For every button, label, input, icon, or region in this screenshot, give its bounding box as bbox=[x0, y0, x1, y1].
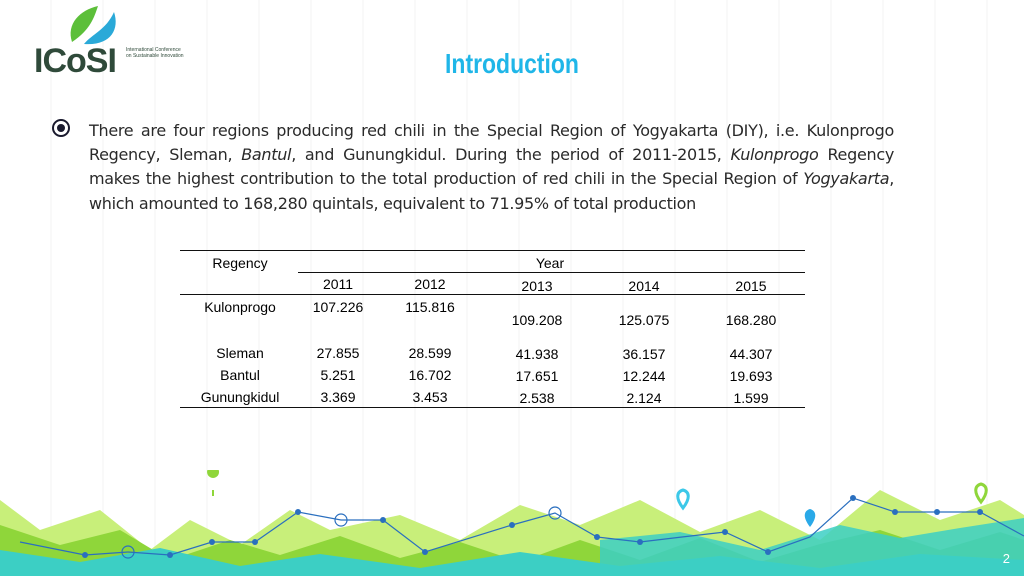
table-cell: 2.124 bbox=[626, 390, 662, 406]
table-top-rule bbox=[180, 250, 805, 251]
icosi-logo: ICoSI International Conference on Sustai… bbox=[34, 4, 184, 84]
paragraph-text-4: , which amounted to 168,280 quintals, eq… bbox=[89, 169, 894, 213]
intro-paragraph: There are four regions producing red chi… bbox=[89, 119, 894, 216]
table-row-regency: Sleman bbox=[216, 345, 264, 361]
decorative-footer bbox=[0, 470, 1024, 576]
header-year: Year bbox=[535, 255, 565, 271]
table-row-regency: Kulonprogo bbox=[204, 299, 276, 315]
paragraph-text-2: , and Gunungkidul. During the period of … bbox=[291, 145, 731, 165]
table-cell: 44.307 bbox=[729, 346, 773, 362]
table-cell: 3.453 bbox=[412, 389, 448, 405]
table-cell: 27.855 bbox=[316, 345, 360, 361]
year-2013: 2013 bbox=[521, 278, 553, 294]
paragraph-italic-yogyakarta: Yogyakarta bbox=[803, 169, 890, 189]
table-cell: 125.075 bbox=[618, 312, 670, 328]
paragraph-italic-kulonprogo: Kulonprogo bbox=[730, 145, 819, 165]
table-cell: 115.816 bbox=[405, 299, 455, 315]
bullet-icon bbox=[52, 119, 70, 137]
page-title: Introduction bbox=[445, 48, 579, 79]
table-cell: 2.538 bbox=[519, 390, 555, 406]
table-cell: 12.244 bbox=[622, 368, 666, 384]
year-2014: 2014 bbox=[628, 278, 660, 294]
table-cell: 168.280 bbox=[725, 312, 777, 328]
page-number: 2 bbox=[1002, 551, 1010, 566]
table-cell: 36.157 bbox=[622, 346, 666, 362]
year-2011: 2011 bbox=[322, 276, 354, 292]
map-pin-icon bbox=[207, 470, 220, 496]
table-header-rule bbox=[180, 294, 805, 295]
table-bottom-rule bbox=[180, 407, 805, 408]
table-cell: 19.693 bbox=[729, 368, 773, 384]
table-cell: 3.369 bbox=[320, 389, 356, 405]
paragraph-text-1: There are four regions producing red chi… bbox=[89, 121, 894, 165]
table-cell: 16.702 bbox=[408, 367, 452, 383]
table-cell: 28.599 bbox=[408, 345, 452, 361]
year-2012: 2012 bbox=[414, 276, 446, 292]
table-cell: 17.651 bbox=[515, 368, 559, 384]
paragraph-text-3: Regency makes the highest contribution t… bbox=[89, 145, 894, 189]
table-year-rule bbox=[298, 272, 805, 273]
table-cell: 109.208 bbox=[511, 312, 563, 328]
table-row-regency: Bantul bbox=[220, 367, 260, 383]
table-cell: 107.226 bbox=[312, 299, 364, 315]
table-cell: 41.938 bbox=[515, 346, 559, 362]
table-cell: 1.599 bbox=[733, 390, 769, 406]
table-row-regency: Gunungkidul bbox=[200, 389, 280, 405]
year-2015: 2015 bbox=[735, 278, 767, 294]
leaf-drop-icon bbox=[70, 6, 116, 45]
logo-subtitle: International Conference on Sustainable … bbox=[126, 47, 184, 59]
paragraph-italic-bantul: Bantul bbox=[241, 145, 292, 165]
header-regency: Regency bbox=[212, 255, 268, 271]
production-table: Regency Year 2011 2012 2013 2014 2015 Ku… bbox=[180, 250, 805, 410]
logo-wordmark: ICoSI bbox=[34, 42, 117, 80]
table-cell: 5.251 bbox=[320, 367, 356, 383]
